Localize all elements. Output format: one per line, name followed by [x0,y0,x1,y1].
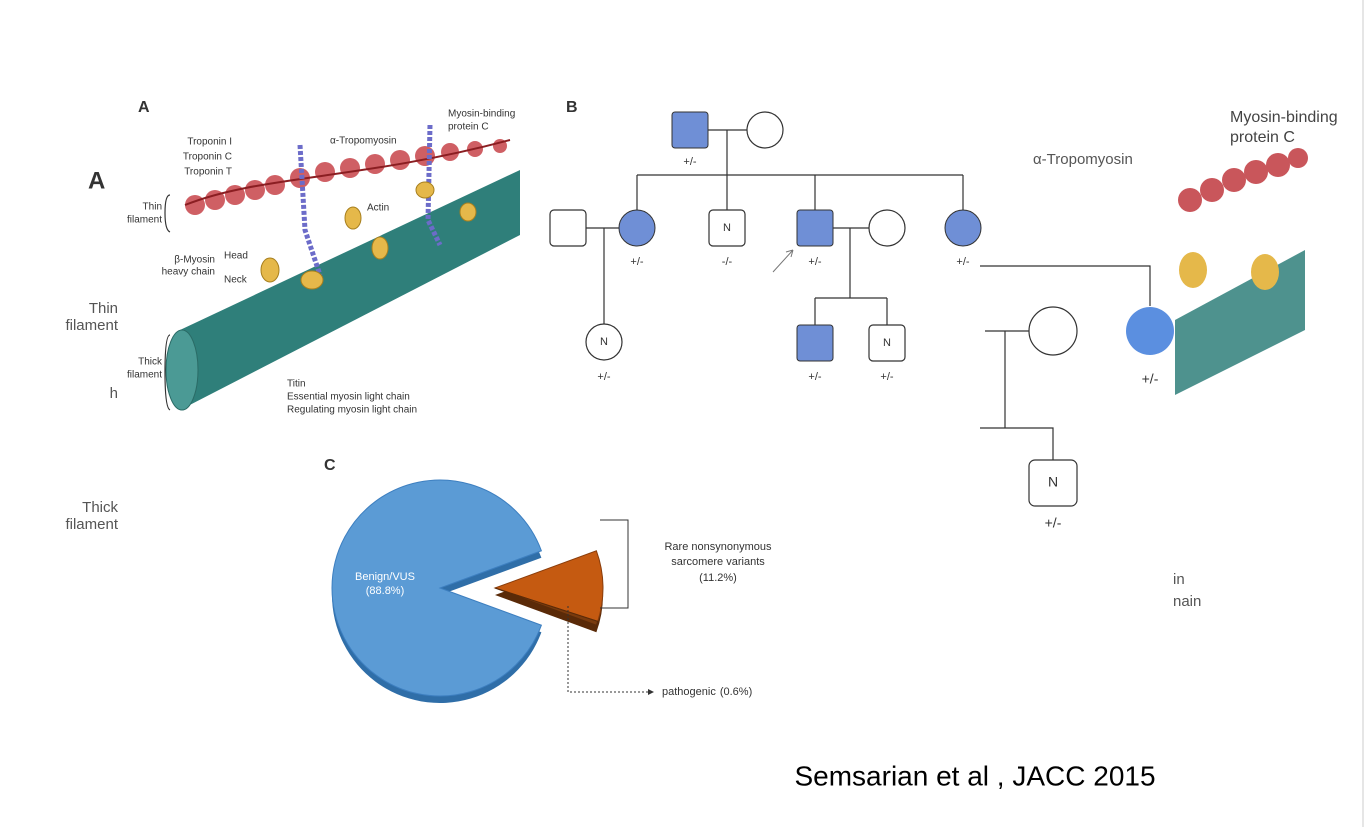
filament-end [165,329,199,411]
proband [796,209,834,247]
ghost-label: +/- [1045,515,1062,531]
ghost-label: filament [65,516,118,533]
slice-value: (0.6%) [720,686,752,698]
genotype: +/- [683,156,696,168]
ghost-member [1028,306,1078,356]
label: Thin [143,202,162,213]
male [708,209,746,247]
genotype: +/- [630,256,643,268]
ghost-label: Thin [89,300,118,317]
genotype: -/- [722,256,733,268]
myosin-heads [260,181,477,290]
panel-letter: A [138,99,150,116]
ghost-label: α-Tropomyosin [1033,151,1133,168]
female [868,209,906,247]
ghost-member [1028,459,1078,507]
ghost-letter: A [88,167,105,194]
leader-head [648,689,654,695]
label: protein C [448,122,489,133]
label: Troponin I [187,137,232,148]
label: Myosin-binding [448,109,515,120]
male [549,209,587,247]
label: α-Tropomyosin [330,136,397,147]
label: Troponin T [184,167,232,178]
panel-c: C Benign/VUS (88.8%) Rare nonsynonymous sar… [324,457,772,703]
genotype: +/- [808,256,821,268]
label: Neck [224,275,248,286]
slice-label: sarcomere variants [671,556,765,568]
ghost-line [980,265,1151,306]
legend: Essential myosin light chain [287,392,410,403]
label: Troponin C [183,152,232,163]
pie-slice [493,550,604,623]
genotype: +/- [808,371,821,383]
member-label: N [723,222,731,234]
slice-label: Benign/VUS [355,571,415,583]
legend: Titin [287,379,306,390]
ghost-label: Thick [82,499,118,516]
genotype: +/- [880,371,893,383]
pedigree-lines [586,129,964,325]
member-label: N [600,336,608,348]
slice-label: Rare nonsynonymous [664,541,772,553]
leader [567,606,648,693]
affected-female [618,209,656,247]
brace [164,194,171,411]
slice-label: (11.2%) [699,572,737,584]
panel-b: B +/- +/- N -/- +/- +/- N +/- +/- N +/- [549,99,982,383]
ghost-label: protein C [1230,129,1295,146]
slice-label: (88.8%) [366,585,405,597]
ghost-label: Myosin-binding [1230,109,1338,126]
genotype: +/- [597,371,610,383]
affected-male [671,111,709,149]
ghost-label: filament [65,317,118,334]
ghost-head [1251,254,1279,290]
citation: Semsarian et al , JACC 2015 [794,760,1155,791]
label: Actin [367,203,389,214]
female [585,323,623,361]
mybpc-chain [297,124,443,276]
genotype: +/- [956,256,969,268]
legend: Regulating myosin light chain [287,405,417,416]
label: filament [127,215,162,226]
label: β-Myosin [174,255,215,266]
thick-filament [180,170,520,410]
ghost-head [1179,252,1207,288]
affected-male [796,324,834,362]
pie-slice [494,587,599,626]
label: Thick [138,357,163,368]
ghost-actin [1178,148,1308,212]
slice-label: pathogenic (0.6%) [662,686,752,698]
proband-arrow [772,249,794,273]
bracket [600,519,629,609]
label: Head [224,251,248,262]
ghost-right: Myosin-binding protein C N α-Tropomyosin… [980,109,1338,610]
label: heavy chain [162,267,215,278]
actin-beads [185,139,507,215]
ghost-label: in [1173,571,1185,588]
pie-slice [331,479,543,697]
member-label: N [883,337,891,349]
ghost-label: h [110,385,118,402]
panel-letter: C [324,457,336,474]
panel-letter: B [566,99,578,116]
ghost-left: A Thin filament h Thick filament [65,167,118,533]
ghost-line [980,330,1054,460]
male [868,324,906,362]
ghost-label: N [1048,474,1058,490]
slice-label: pathogenic [662,686,716,698]
affected-female [944,209,982,247]
panel-a: A Troponin I Troponin C Troponin T α-Tro… [127,99,520,416]
ghost-label: +/- [1142,371,1159,387]
ghost-label: nain [1173,593,1201,610]
ghost-member [1126,307,1174,355]
female [746,111,784,149]
label: filament [127,370,162,381]
tropomyosin [184,139,511,206]
